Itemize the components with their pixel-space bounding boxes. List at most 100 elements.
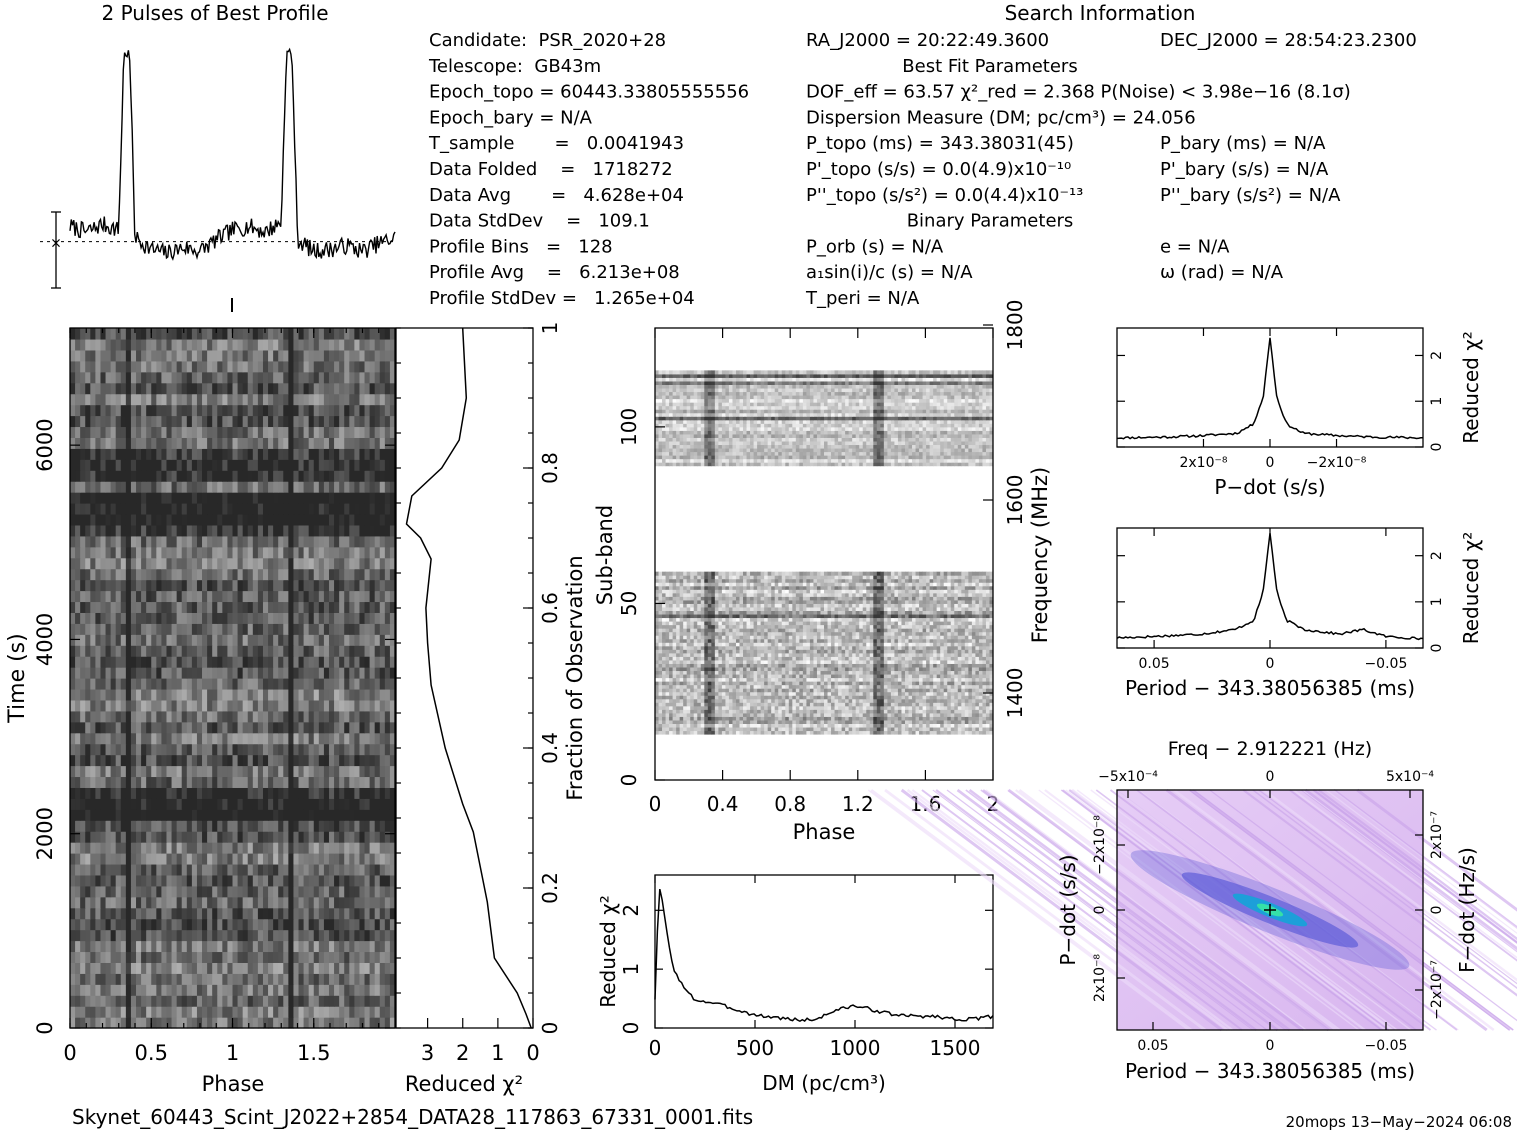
heat-cell <box>354 459 361 471</box>
heat-cell <box>308 404 315 417</box>
heat-cell <box>323 776 330 788</box>
heat-cell <box>359 820 366 832</box>
heat-cell <box>156 896 163 909</box>
heat-cell <box>95 371 102 384</box>
heat-cell <box>90 557 96 570</box>
heat-cell <box>379 754 386 767</box>
heat-cell <box>298 645 305 657</box>
heat-cell <box>120 820 127 832</box>
heat-cell <box>181 634 188 646</box>
heat-cell <box>728 719 733 724</box>
heat-cell <box>339 907 345 920</box>
ytick-label: 4000 <box>33 613 57 666</box>
heat-cell <box>257 929 264 942</box>
heat-cell <box>247 721 254 734</box>
heat-cell <box>227 678 234 690</box>
heat-cell <box>125 645 132 657</box>
heat-cell <box>384 710 391 723</box>
heat-cell <box>217 328 223 340</box>
heat-cell <box>136 787 142 799</box>
heat-cell <box>202 940 208 953</box>
heat-cell <box>298 710 305 723</box>
heat-cell <box>191 809 198 821</box>
heat-cell <box>323 382 330 395</box>
heat-cell <box>151 513 157 526</box>
heat-cell <box>774 709 779 714</box>
heat-cell <box>328 962 335 974</box>
heat-cell <box>75 579 81 592</box>
heat-cell <box>115 612 122 624</box>
heat-cell <box>217 776 223 788</box>
heat-cell <box>85 557 91 570</box>
heat-cell <box>268 557 274 570</box>
heat-cell <box>873 709 878 714</box>
heat-cell <box>890 716 895 721</box>
heat-cell <box>227 995 234 1007</box>
heat-cell <box>384 612 391 624</box>
heat-cell <box>161 874 168 887</box>
heat-cell <box>268 470 274 482</box>
heat-cell <box>389 710 396 723</box>
heat-cell <box>115 656 122 668</box>
heat-cell <box>693 712 698 717</box>
heat-cell <box>212 349 218 362</box>
heat-cell <box>242 492 249 504</box>
heat-cell <box>237 590 244 603</box>
heat-cell <box>313 940 320 953</box>
heat-cell <box>75 415 81 428</box>
heat-cell <box>196 907 203 920</box>
heat-cell <box>750 709 755 714</box>
heat-cell <box>950 716 955 721</box>
heat-cell <box>384 776 391 788</box>
heat-cell <box>257 710 264 723</box>
heat-cell <box>268 590 274 603</box>
heat-cell <box>359 503 366 515</box>
heat-cell <box>232 328 239 340</box>
heat-cell <box>739 716 744 721</box>
info-right-line: ω (rad) = N/A <box>1160 262 1284 283</box>
heat-cell <box>207 962 213 974</box>
heat-cell <box>115 1017 122 1029</box>
heat-cell <box>171 546 178 559</box>
heat-cell <box>298 765 305 778</box>
heat-cell <box>85 568 91 581</box>
heat-cell <box>242 962 249 974</box>
heat-cell <box>80 951 86 963</box>
heat-cell <box>105 863 112 876</box>
heat-cell <box>273 951 279 963</box>
heat-cell <box>303 710 310 723</box>
heat-cell <box>237 667 244 679</box>
heat-cell <box>237 568 244 581</box>
heat-cell <box>136 699 142 712</box>
heat-cell <box>303 787 310 799</box>
heat-cell <box>957 712 962 717</box>
heat-cell <box>308 448 315 460</box>
heat-cell <box>339 459 345 471</box>
heat-cell <box>217 437 223 449</box>
heat-cell <box>156 338 163 351</box>
heat-cell <box>344 885 350 898</box>
heat-cell <box>308 962 315 974</box>
heat-cell <box>369 765 376 778</box>
heat-cell <box>232 590 239 603</box>
heat-cell <box>151 492 157 504</box>
heat-cell <box>389 448 396 460</box>
heat-cell <box>288 393 295 406</box>
heat-cell <box>273 557 279 570</box>
heat-cell <box>202 535 208 548</box>
heat-cell <box>855 727 860 732</box>
time-redchi-frame <box>395 327 534 1029</box>
heat-cell <box>389 360 396 373</box>
heat-cell <box>186 809 193 821</box>
heat-cell <box>834 716 839 721</box>
heat-cell <box>318 503 325 515</box>
heat-cell <box>328 415 335 428</box>
heat-cell <box>166 896 173 909</box>
heat-cell <box>293 328 300 340</box>
heat-cell <box>237 338 244 351</box>
heat-cell <box>354 754 361 767</box>
heat-cell <box>186 678 193 690</box>
heat-cell <box>359 492 366 504</box>
heat-cell <box>369 699 376 712</box>
heat-cell <box>237 776 244 788</box>
